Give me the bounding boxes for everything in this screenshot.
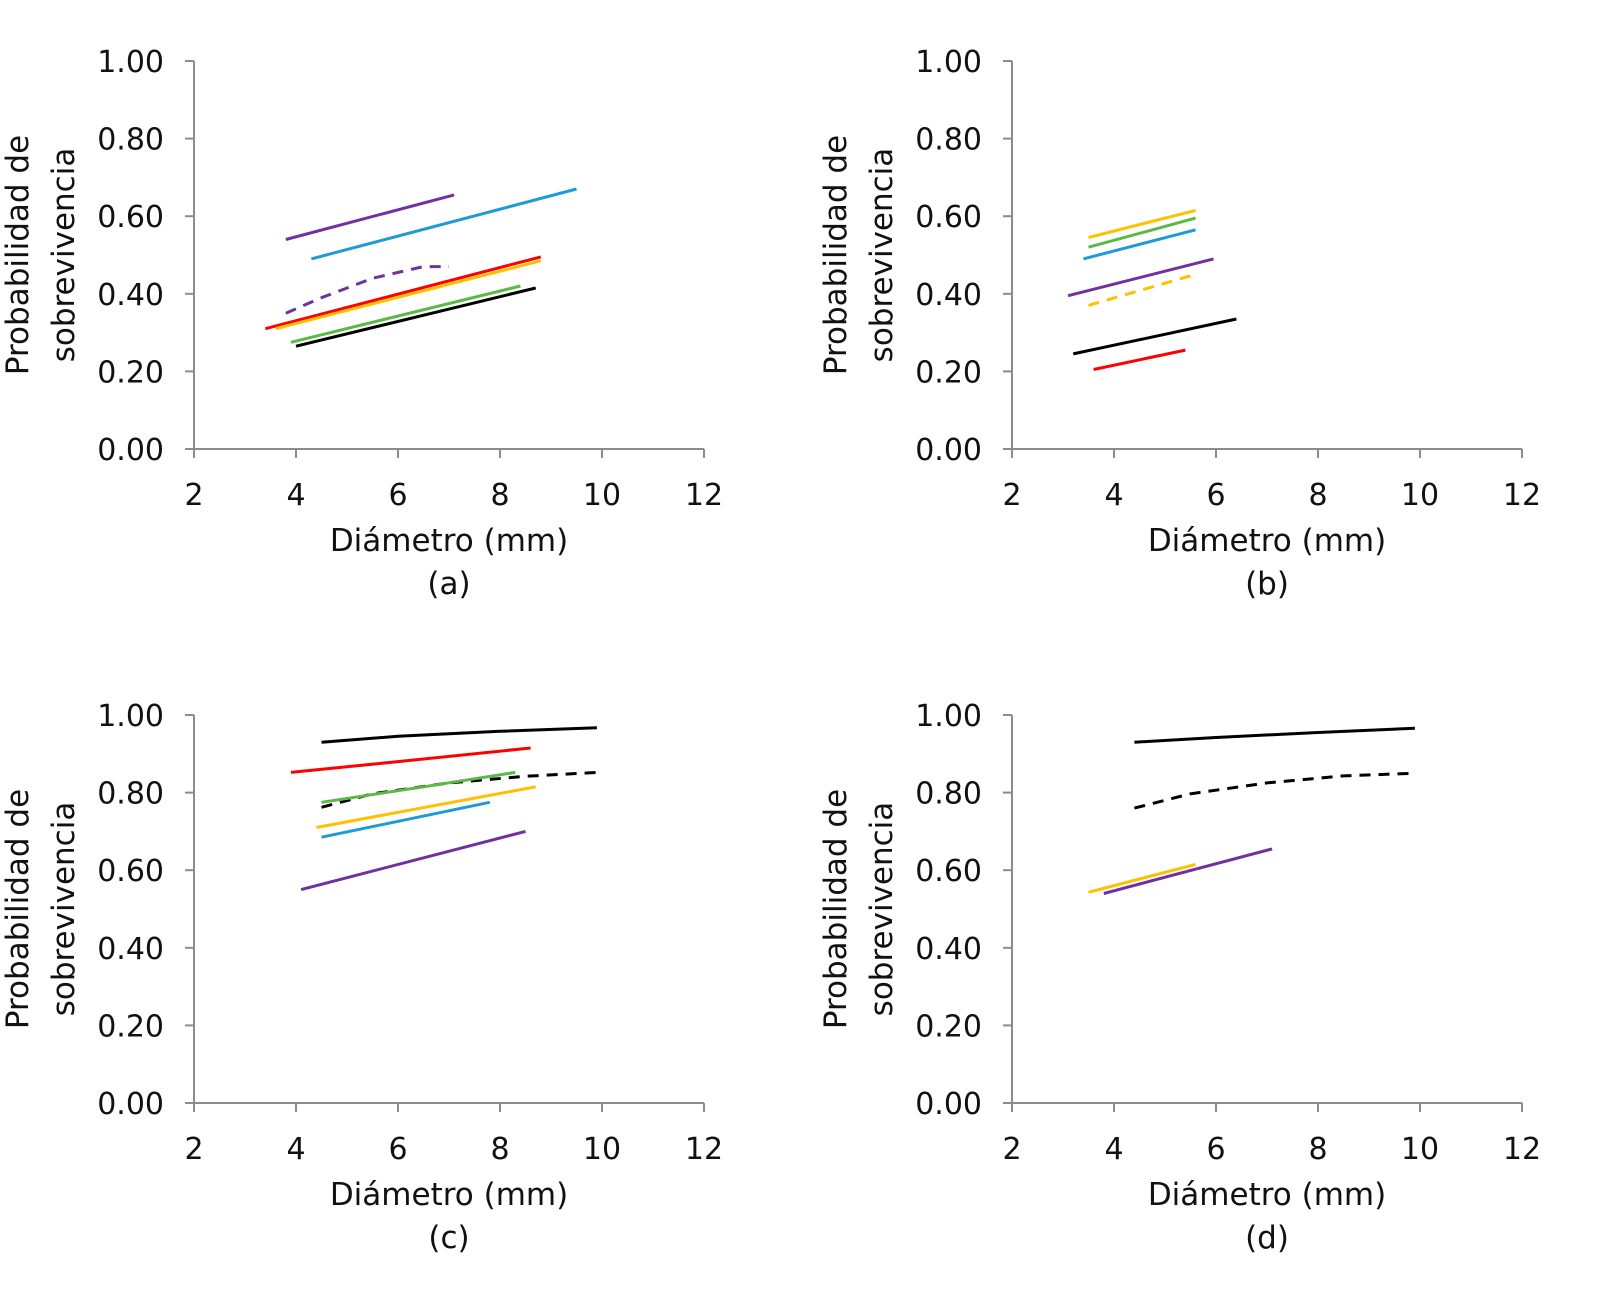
series-line-blue: [1083, 228, 1196, 261]
x-tick-label: 8: [1308, 478, 1327, 513]
x-tick-label: 4: [286, 478, 305, 513]
series-line-red: [265, 255, 542, 331]
y-tick-label: 0.20: [915, 355, 982, 390]
y-tick-label: 0.80: [97, 777, 164, 812]
y-tick-label: 0.80: [915, 777, 982, 812]
y-tick-label: 0.60: [915, 200, 982, 235]
panel-label: (b): [1245, 566, 1289, 602]
x-tick-label: 2: [184, 1132, 203, 1167]
y-axis-title-line1: Probabilidad de: [0, 789, 36, 1029]
series-line-black: [1134, 726, 1415, 744]
x-tick-label: 2: [184, 478, 203, 513]
panel-label: (a): [427, 566, 470, 602]
x-tick-label: 12: [685, 478, 723, 513]
y-tick-label: 0.20: [97, 1009, 164, 1044]
x-tick-label: 2: [1002, 1132, 1021, 1167]
x-tick-label: 6: [1206, 1132, 1225, 1167]
x-tick-label: 10: [1401, 1132, 1439, 1167]
y-tick-label: 0.00: [97, 1087, 164, 1122]
y-axis-title-line2: sobrevivencia: [864, 148, 900, 363]
y-tick-label: 0.40: [915, 278, 982, 313]
y-axis-title-line2: sobrevivencia: [864, 802, 900, 1017]
series-line-purple: [1067, 257, 1214, 298]
x-tick-label: 12: [1503, 478, 1541, 513]
y-tick-label: 1.00: [915, 45, 982, 80]
y-tick-label: 0.20: [97, 355, 164, 390]
y-axis-title-line1: Probabilidad de: [818, 135, 854, 375]
y-tick-label: 1.00: [915, 699, 982, 734]
x-tick-label: 6: [1206, 478, 1225, 513]
y-tick-label: 0.60: [97, 854, 164, 889]
chart-panel-2: 0.00 0.20 0.40 0.60 0.80 1.00 2 4 6 8 10 12 Diámetro…: [0, 699, 723, 1256]
series-line-purple: [300, 829, 526, 892]
series-line-orange-dashed: [1088, 272, 1197, 307]
x-axis-title: Diámetro (mm): [330, 523, 568, 559]
x-tick-label: 4: [1104, 478, 1123, 513]
y-tick-label: 0.20: [915, 1009, 982, 1044]
series-line-red: [1093, 348, 1186, 371]
series-line-black-dashed: [321, 770, 597, 809]
y-tick-label: 1.00: [97, 45, 164, 80]
y-tick-label: 1.00: [97, 699, 164, 734]
series-line-black: [295, 286, 537, 348]
chart-panel-1: 0.00 0.20 0.40 0.60 0.80 1.00 2 4 6 8 10 12 Diámetro…: [818, 45, 1541, 602]
x-tick-label: 4: [286, 1132, 305, 1167]
y-tick-label: 0.60: [915, 854, 982, 889]
series-line-green: [1088, 216, 1196, 249]
y-tick-label: 0.00: [915, 433, 982, 468]
y-tick-label: 0.40: [97, 278, 164, 313]
x-tick-label: 12: [1503, 1132, 1541, 1167]
x-tick-label: 12: [685, 1132, 723, 1167]
y-tick-label: 0.80: [97, 123, 164, 158]
x-tick-label: 4: [1104, 1132, 1123, 1167]
x-axis-title: Diámetro (mm): [330, 1177, 568, 1213]
y-axis-title-line1: Probabilidad de: [818, 789, 854, 1029]
series-line-green: [290, 284, 521, 344]
x-tick-label: 8: [1308, 1132, 1327, 1167]
x-tick-label: 10: [583, 1132, 621, 1167]
x-axis-title: Diámetro (mm): [1148, 1177, 1386, 1213]
panel-label: (d): [1245, 1220, 1289, 1256]
series-line-orange: [1088, 862, 1196, 894]
series-line-purple-dashed: [285, 265, 449, 315]
y-tick-label: 0.00: [97, 433, 164, 468]
x-tick-label: 6: [388, 478, 407, 513]
series-line-orange: [1088, 208, 1196, 239]
y-tick-label: 0.80: [915, 123, 982, 158]
series-line-orange: [275, 259, 542, 331]
series-line-purple: [1103, 847, 1273, 895]
y-axis-title-line2: sobrevivencia: [46, 148, 82, 363]
y-axis-title-line1: Probabilidad de: [0, 135, 36, 375]
chart-panel-3: 0.00 0.20 0.40 0.60 0.80 1.00 2 4 6 8 10 12 Diámetro…: [818, 699, 1541, 1256]
x-tick-label: 8: [490, 1132, 509, 1167]
chart-panel-0: 0.00 0.20 0.40 0.60 0.80 1.00 2 4 6 8 10 12 Diámetro…: [0, 45, 723, 602]
series-line-black-dashed: [1134, 771, 1415, 810]
y-tick-label: 0.00: [915, 1087, 982, 1122]
x-tick-label: 8: [490, 478, 509, 513]
y-tick-label: 0.40: [915, 932, 982, 967]
x-tick-label: 2: [1002, 478, 1021, 513]
series-line-purple: [285, 193, 455, 241]
y-tick-label: 0.40: [97, 932, 164, 967]
series-line-green: [321, 770, 516, 804]
series-line-black: [321, 726, 597, 744]
series-line-blue: [321, 800, 491, 839]
y-axis-title-line2: sobrevivencia: [46, 802, 82, 1017]
series-line-red: [290, 746, 531, 774]
series-line-black: [1072, 317, 1237, 356]
x-tick-label: 6: [388, 1132, 407, 1167]
y-tick-label: 0.60: [97, 200, 164, 235]
x-axis-title: Diámetro (mm): [1148, 523, 1386, 559]
panel-label: (c): [428, 1220, 469, 1256]
x-tick-label: 10: [1401, 478, 1439, 513]
series-line-blue: [310, 187, 577, 261]
series-line-orange: [316, 785, 536, 829]
x-tick-label: 10: [583, 478, 621, 513]
